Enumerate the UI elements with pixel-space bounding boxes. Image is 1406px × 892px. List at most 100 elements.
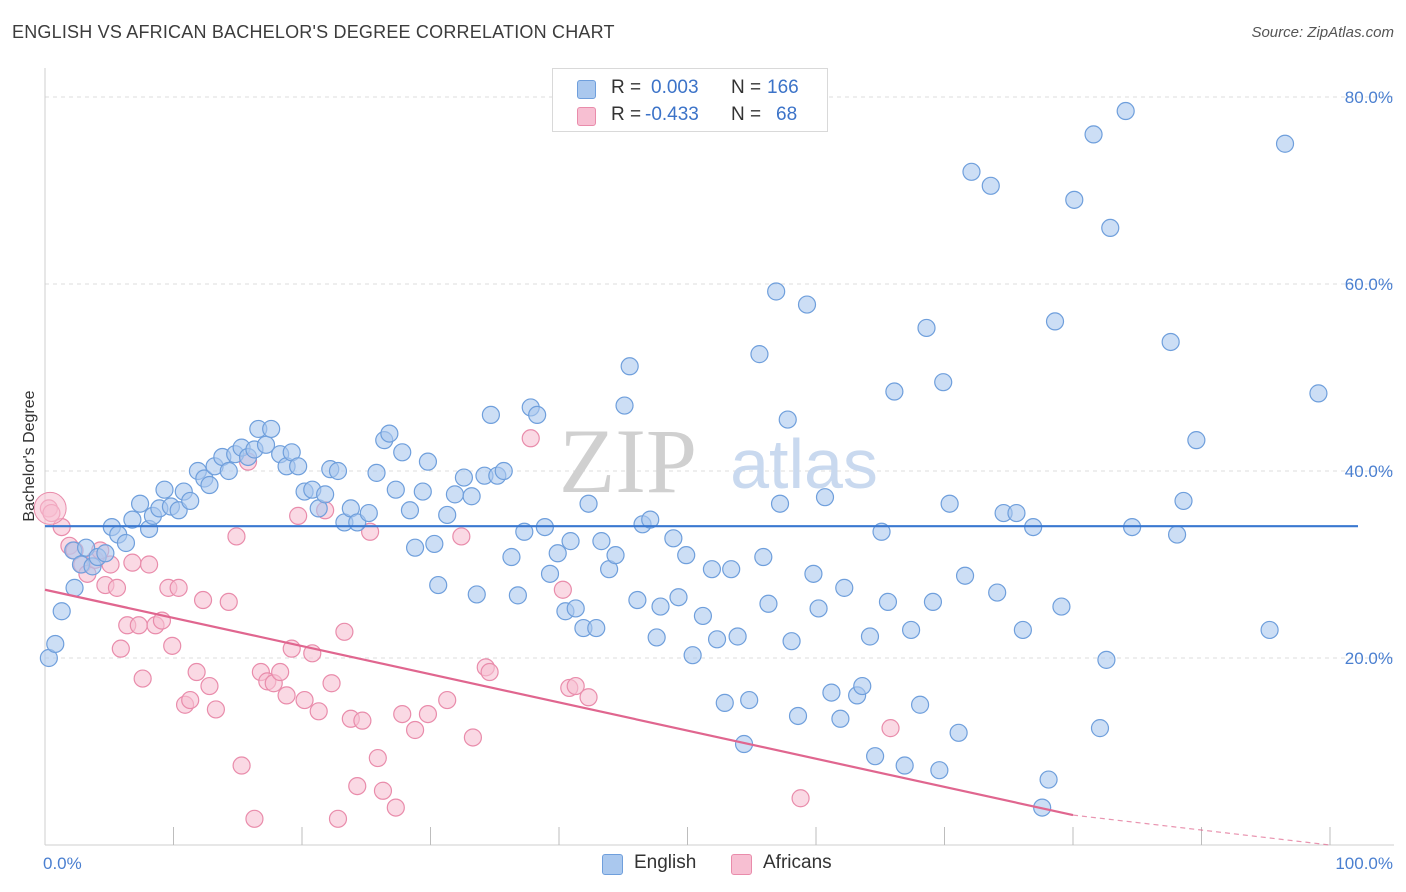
english-point — [885, 382, 904, 401]
english-point — [155, 480, 174, 499]
africans-point — [361, 522, 380, 541]
english-point — [46, 634, 65, 654]
english-point — [853, 676, 872, 696]
africans-point — [579, 688, 598, 707]
english-point — [1052, 597, 1071, 616]
english-point — [872, 522, 891, 541]
english-point — [901, 620, 921, 640]
africans-point — [271, 662, 290, 682]
y-tick-label: 20.0% — [1345, 649, 1393, 668]
english-point — [1013, 620, 1032, 640]
africans-point — [368, 748, 387, 768]
africans-point — [791, 789, 810, 808]
english-point — [797, 295, 817, 314]
africans-point — [123, 553, 142, 572]
english-point — [592, 532, 611, 551]
english-point — [561, 532, 580, 551]
english-point — [1097, 650, 1116, 669]
english-point — [515, 522, 534, 541]
english-point — [262, 419, 281, 439]
watermark-zip: ZIP — [559, 410, 697, 512]
africans-n-value: 68 — [776, 104, 798, 125]
english-point — [778, 410, 797, 429]
english-point — [467, 585, 486, 604]
english-point — [359, 503, 378, 523]
africans-point — [348, 776, 367, 796]
series-legend: English Africans — [0, 852, 1406, 878]
english-point — [328, 461, 348, 481]
english-point — [116, 533, 136, 553]
english-point — [508, 586, 527, 605]
africans-point — [438, 690, 457, 710]
africans-point — [328, 809, 348, 828]
english-points — [39, 101, 1328, 817]
english-point — [1039, 770, 1058, 789]
english-point — [462, 487, 481, 506]
africans-swatch — [577, 107, 596, 126]
english-point — [615, 396, 634, 415]
africans-point — [393, 704, 412, 724]
english-point — [831, 709, 850, 728]
x-tick-label-min: 0.0% — [43, 854, 82, 873]
english-point — [1090, 719, 1110, 738]
africans-trend-line — [44, 588, 1074, 817]
english-point — [52, 602, 71, 621]
english-point — [715, 693, 734, 712]
english-point — [454, 468, 474, 487]
english-point — [606, 546, 625, 565]
africans-point — [277, 686, 296, 705]
english-point — [809, 599, 828, 618]
africans-n-label: N = — [731, 104, 762, 125]
english-point — [528, 405, 547, 424]
english-point — [955, 566, 975, 585]
english-point — [669, 588, 688, 607]
english-swatch — [577, 80, 596, 99]
english-point — [835, 578, 854, 597]
english-point — [641, 510, 660, 529]
africans-point — [163, 636, 182, 655]
africans-points — [33, 429, 900, 828]
english-point — [930, 761, 949, 780]
x-tick-label-max: 100.0% — [1335, 854, 1393, 873]
english-point — [566, 599, 585, 618]
english-point — [502, 547, 521, 567]
english-point — [481, 405, 500, 424]
x-tick-labels: 0.0% 100.0% — [43, 854, 1393, 873]
english-point — [934, 373, 953, 392]
english-point — [1045, 312, 1065, 331]
english-point — [289, 457, 308, 476]
africans-point — [181, 690, 200, 710]
english-point — [1007, 503, 1026, 523]
africans-point — [200, 676, 219, 696]
africans-point — [405, 720, 425, 740]
english-point — [962, 162, 981, 181]
y-tick-labels: 20.0% 40.0% 60.0% 80.0% — [1345, 88, 1393, 668]
english-point — [628, 590, 647, 610]
watermark: ZIP atlas — [559, 410, 878, 512]
africans-point — [139, 555, 159, 574]
africans-point — [353, 711, 372, 730]
english-point — [683, 646, 702, 665]
english-point — [1187, 431, 1206, 450]
english-point — [770, 494, 790, 513]
africans-point — [245, 809, 264, 828]
english-point — [1161, 332, 1180, 352]
english-r-label: R = — [611, 77, 642, 98]
english-point — [367, 463, 386, 482]
africans-point — [452, 527, 471, 546]
english-point — [759, 594, 778, 613]
axes — [44, 68, 1394, 846]
english-point — [1174, 491, 1193, 511]
english-point — [822, 683, 841, 702]
english-point — [1084, 125, 1103, 144]
english-point — [200, 475, 219, 495]
english-point — [815, 488, 835, 507]
africans-point — [206, 700, 226, 719]
y-axis-title: Bachelor's Degree — [21, 390, 38, 521]
africans-point — [463, 728, 483, 747]
english-point — [677, 546, 696, 565]
trend-lines — [44, 525, 1358, 846]
english-point — [1260, 620, 1279, 640]
stats-legend: R = 0.003 N = 166 R = -0.433 N = 68 — [552, 68, 828, 132]
english-point — [917, 318, 936, 338]
